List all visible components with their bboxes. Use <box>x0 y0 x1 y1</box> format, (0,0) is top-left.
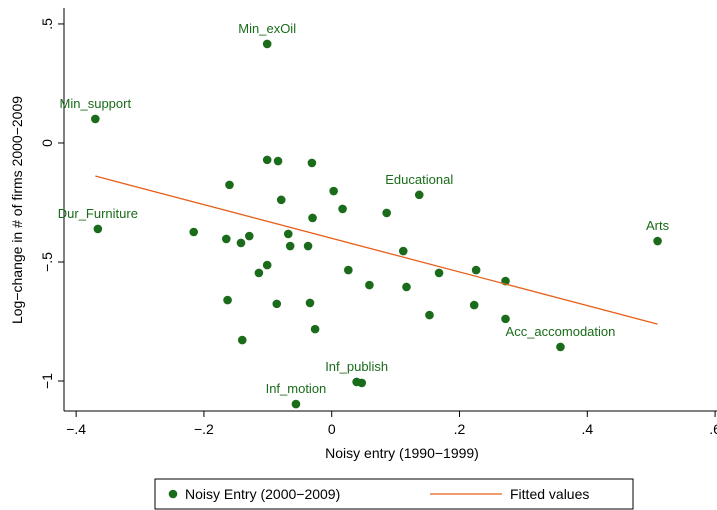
point <box>221 234 231 244</box>
point <box>382 208 391 218</box>
x-tick-label: .4 <box>581 421 593 437</box>
point <box>262 155 272 165</box>
point <box>276 195 286 205</box>
point <box>402 282 411 292</box>
point <box>556 342 565 352</box>
point-label: Dur_Furniture <box>58 206 138 221</box>
point <box>434 268 444 278</box>
point <box>244 231 254 241</box>
x-tick-label: .2 <box>454 421 466 437</box>
point <box>338 204 347 214</box>
point-label: Arts <box>646 218 670 233</box>
point <box>285 241 295 251</box>
point <box>425 310 434 320</box>
point <box>329 186 338 196</box>
point <box>469 300 479 310</box>
point <box>303 241 313 251</box>
point <box>414 190 424 200</box>
point <box>93 224 103 234</box>
point <box>272 299 282 309</box>
y-tick-label: 0 <box>39 139 55 147</box>
point-label: Acc_accomodation <box>506 324 616 339</box>
x-tick-label: −.4 <box>66 421 86 437</box>
x-axis-title: Noisy entry (1990−1999) <box>325 445 479 461</box>
fit-line <box>95 175 658 325</box>
point <box>236 238 246 248</box>
point <box>344 265 353 275</box>
point-label: Min_support <box>60 96 132 111</box>
point <box>225 180 234 190</box>
y-tick-label: .5 <box>39 18 55 30</box>
point <box>398 246 408 256</box>
point <box>307 158 317 168</box>
point <box>283 229 293 239</box>
point <box>305 298 315 308</box>
point <box>189 227 199 237</box>
point <box>357 378 367 388</box>
point <box>262 39 272 49</box>
point <box>365 280 374 290</box>
point <box>223 295 232 305</box>
point-label: Min_exOil <box>238 21 296 36</box>
point <box>291 399 301 409</box>
point <box>471 265 481 275</box>
y-tick-label: −.5 <box>39 252 55 272</box>
point-label: Inf_publish <box>325 359 388 374</box>
x-tick-label: 0 <box>328 421 336 437</box>
point <box>310 324 320 334</box>
point <box>237 335 247 345</box>
point-label: Educational <box>385 172 453 187</box>
legend-label: Fitted values <box>510 486 589 502</box>
x-tick-label: −.2 <box>194 421 214 437</box>
point-label: Inf_motion <box>266 381 327 396</box>
point <box>653 236 662 246</box>
x-tick-label: .6 <box>709 421 717 437</box>
legend-swatch <box>168 489 178 499</box>
y-axis-title: Log−change in # of firms 2000−2009 <box>9 96 25 324</box>
legend <box>154 478 634 510</box>
y-tick-label: −1 <box>39 373 55 389</box>
point <box>308 213 317 223</box>
point <box>501 314 510 324</box>
point <box>254 268 264 278</box>
point <box>91 114 100 124</box>
point <box>273 156 283 166</box>
legend-label: Noisy Entry (2000−2009) <box>185 486 340 502</box>
point <box>262 260 272 270</box>
